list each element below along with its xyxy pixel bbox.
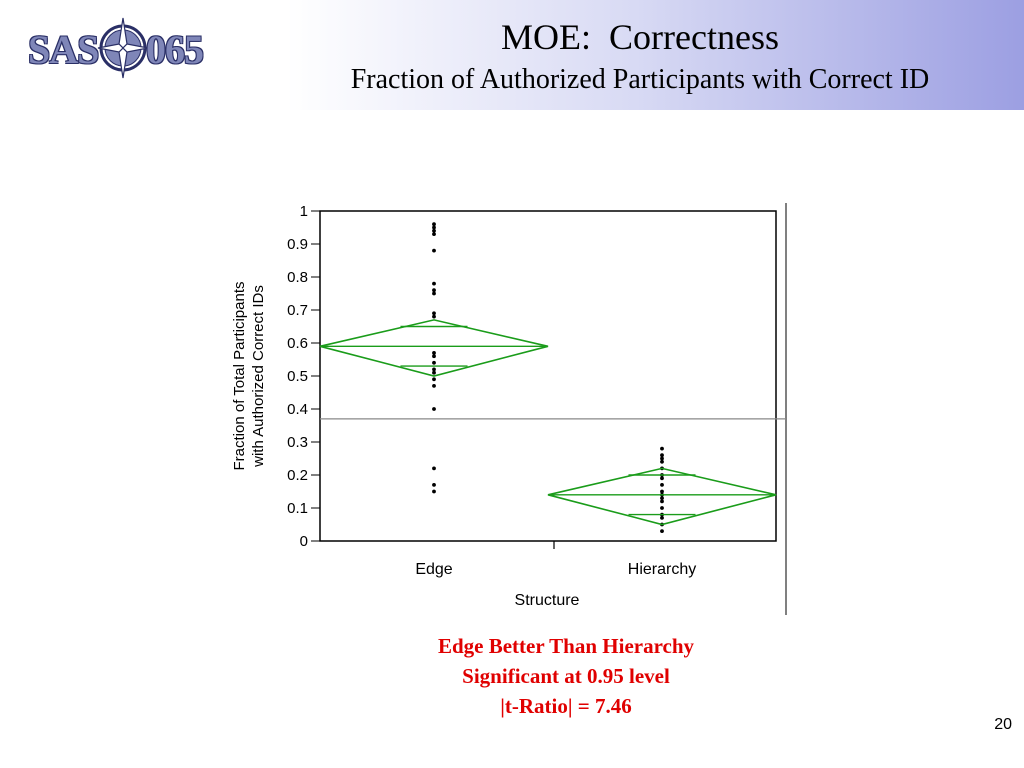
y-tick-label: 0.6 (287, 335, 308, 352)
x-axis: Edge Hierarchy Structure (415, 541, 696, 609)
data-point (432, 351, 436, 355)
data-point (660, 459, 664, 464)
result-note-3: |t-Ratio| = 7.46 (500, 694, 632, 718)
data-points (432, 222, 664, 533)
result-note-1: Edge Better Than Hierarchy (437, 634, 695, 658)
title-band (0, 0, 1024, 110)
y-tick-label: 0.7 (287, 302, 308, 319)
data-point (432, 489, 436, 494)
data-point (432, 466, 436, 471)
x-axis-title: Structure (515, 592, 580, 609)
data-point (660, 489, 664, 494)
y-tick-label: 0.9 (287, 236, 308, 253)
data-point (432, 248, 436, 253)
oneway-anova-chart: 0 0.1 0.2 0.3 0.4 0.5 0.6 0.7 0.8 0.9 1 Fraction of… (231, 203, 787, 615)
y-axis-title-line: Fraction of Total Participants (231, 282, 248, 471)
data-point (660, 529, 664, 533)
y-tick-label: 0.1 (287, 500, 308, 517)
compass-star-icon (97, 17, 149, 79)
data-point (432, 228, 436, 233)
data-point (660, 476, 664, 481)
data-point (660, 506, 664, 510)
data-point (660, 446, 664, 451)
data-point (432, 367, 436, 372)
data-point (432, 314, 436, 319)
y-tick-label: 0.2 (287, 467, 308, 484)
slide-title: MOE: Correctness (501, 17, 779, 57)
data-point (660, 496, 664, 500)
data-point (432, 360, 436, 365)
data-point (432, 291, 436, 296)
data-point (432, 354, 436, 359)
y-axis-title-line: with Authorized Correct IDs (250, 285, 267, 468)
data-point (432, 370, 436, 375)
x-tick-label: Hierarchy (628, 561, 696, 578)
slide-number: 20 (994, 716, 1012, 733)
plot-frame (319, 203, 787, 615)
logo-text-right: 065 (146, 27, 204, 72)
data-point (660, 499, 664, 504)
y-tick-label: 0.3 (287, 434, 308, 451)
data-point (432, 377, 436, 382)
data-point (432, 407, 436, 411)
data-point (660, 516, 664, 520)
y-tick-label: 0.4 (287, 401, 308, 418)
plot-border (319, 210, 777, 542)
data-point (432, 232, 436, 237)
means-diamonds (319, 319, 777, 526)
data-point (432, 384, 436, 388)
y-tick-label: 0.8 (287, 269, 308, 286)
data-point (660, 483, 664, 487)
data-point (432, 483, 436, 487)
y-tick-label: 1 (300, 203, 308, 220)
data-point (432, 311, 436, 316)
data-point (432, 225, 436, 230)
data-point (432, 222, 436, 227)
result-note-2: Significant at 0.95 level (462, 664, 670, 688)
data-point (432, 288, 436, 293)
y-axis-title: Fraction of Total Participants with Autho… (231, 282, 267, 471)
x-tick-label: Edge (415, 561, 452, 578)
data-point (432, 281, 436, 286)
logo-text-left: SAS (28, 27, 99, 72)
data-point (660, 453, 664, 458)
y-tick-label: 0.5 (287, 368, 308, 385)
data-point (660, 456, 664, 461)
sas-065-logo: SAS 065 (26, 14, 232, 82)
slide-subtitle: Fraction of Authorized Participants with… (350, 64, 930, 95)
y-axis: 0 0.1 0.2 0.3 0.4 0.5 0.6 0.7 0.8 0.9 1 Fraction of… (231, 203, 320, 550)
y-tick-label: 0 (300, 533, 308, 550)
